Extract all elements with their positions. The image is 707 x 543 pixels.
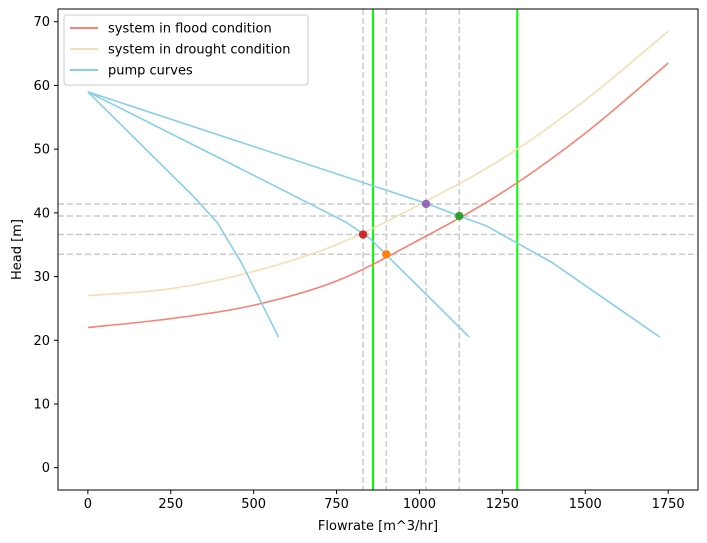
- y-axis-label: Head [m]: [10, 219, 25, 280]
- y-tick-label-2: 20: [33, 334, 50, 349]
- x-tick-label-5: 1250: [486, 497, 519, 512]
- series-lines: [87, 30, 669, 338]
- intersection-point-3: [455, 211, 464, 221]
- legend: system in flood condition system in droug…: [63, 14, 309, 86]
- legend-label-0: system in flood condition: [108, 22, 272, 37]
- y-tick-label-7: 70: [33, 15, 50, 30]
- legend-label-2: pump curves: [108, 64, 193, 79]
- y-tick-label-6: 60: [33, 79, 50, 94]
- y-tick-label-1: 10: [33, 397, 50, 412]
- legend-box: [63, 14, 309, 86]
- y-tick-label-3: 30: [33, 270, 50, 285]
- series-line-1: [87, 30, 669, 297]
- y-tick-label-4: 40: [33, 206, 50, 221]
- guide-lines: [58, 9, 698, 490]
- y-axis-ticks: 0 10 20 30 40 50 60 70: [33, 15, 58, 476]
- intersection-point-0: [358, 230, 368, 239]
- x-tick-label-7: 1750: [652, 497, 685, 512]
- x-tick-label-1: 250: [158, 497, 183, 512]
- intersection-markers: [358, 199, 464, 259]
- series-line-4: [87, 91, 661, 338]
- legend-label-1: system in drought condition: [108, 43, 290, 58]
- x-tick-label-0: 0: [84, 497, 92, 512]
- x-axis-label: Flowrate [m^3/hr]: [318, 519, 438, 534]
- y-tick-label-0: 0: [42, 461, 50, 476]
- intersection-point-2: [421, 199, 431, 209]
- series-line-2: [87, 91, 280, 338]
- x-tick-label-2: 500: [241, 497, 266, 512]
- series-line-3: [87, 91, 470, 338]
- intersection-point-1: [382, 250, 391, 259]
- y-tick-label-5: 50: [33, 143, 50, 158]
- x-axis-ticks: 0 250 500 750 1000 1250 1500 1750: [84, 490, 685, 512]
- plot-frame: [57, 8, 699, 491]
- x-tick-label-6: 1500: [569, 497, 602, 512]
- x-tick-label-4: 1000: [403, 497, 436, 512]
- x-tick-label-3: 750: [324, 497, 349, 512]
